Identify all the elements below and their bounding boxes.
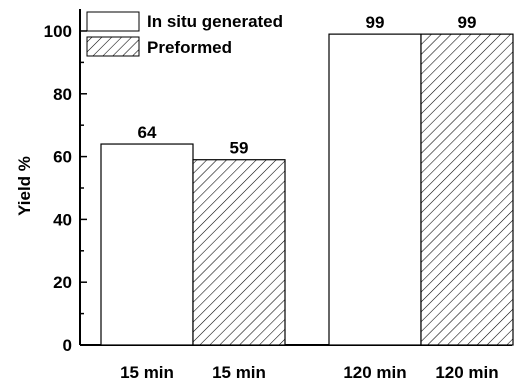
labels: 64 15 min 59 15 min 99 120 min 99 120 min — [120, 13, 499, 382]
y-tick-label: 100 — [44, 22, 72, 41]
bar-in-situ-2 — [328, 33, 422, 346]
legend-swatch-preformed — [86, 36, 140, 57]
legend-label-preformed: Preformed — [147, 38, 232, 57]
x-category-label: 120 min — [435, 363, 498, 382]
legend-swatch-in-situ — [86, 11, 140, 32]
x-category-label: 15 min — [120, 363, 174, 382]
bar-value-label: 64 — [138, 123, 157, 142]
y-tick-label: 40 — [53, 210, 72, 229]
bar-value-label: 99 — [366, 13, 385, 32]
legend: In situ generated Preformed — [86, 11, 283, 57]
y-axis-title: Yield % — [15, 156, 34, 216]
bar-value-label: 99 — [458, 13, 477, 32]
y-tick-label: 20 — [53, 273, 72, 292]
bar-preformed-1 — [192, 159, 286, 346]
bar-value-label: 59 — [230, 139, 249, 158]
bars — [100, 33, 514, 346]
y-tick-label: 80 — [53, 85, 72, 104]
x-category-label: 15 min — [212, 363, 266, 382]
bar-in-situ-0 — [100, 143, 194, 346]
x-category-label: 120 min — [343, 363, 406, 382]
legend-label-in-situ: In situ generated — [147, 12, 283, 31]
bar-preformed-3 — [420, 33, 514, 346]
y-tick-label: 60 — [53, 148, 72, 167]
y-tick-label: 0 — [63, 336, 72, 355]
